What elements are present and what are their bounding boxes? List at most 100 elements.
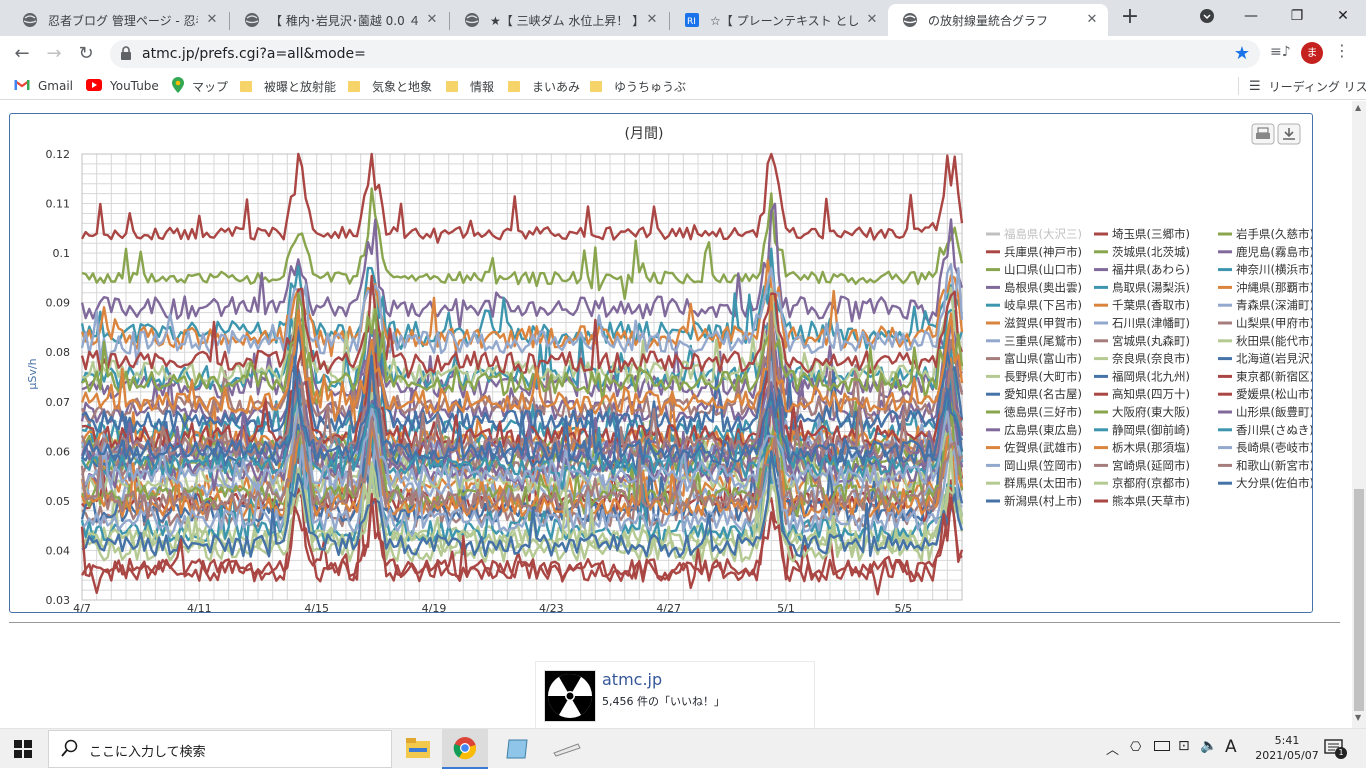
legend-item[interactable]: 千葉県(香取市) xyxy=(1112,298,1190,312)
legend-item[interactable]: 和歌山(新宮市) xyxy=(1236,458,1314,472)
close-tab-icon[interactable]: ✕ xyxy=(646,12,658,27)
browser-tab-5-active[interactable]: の放射線量統合グラフ ✕ xyxy=(888,4,1108,36)
notebook-app-icon[interactable] xyxy=(505,738,529,763)
file-explorer-icon[interactable] xyxy=(405,737,431,762)
legend-item[interactable]: 鳥取県(湯梨浜) xyxy=(1112,280,1190,294)
ime-indicator[interactable]: A xyxy=(1225,737,1237,757)
legend-item[interactable]: 北海道(岩見沢) xyxy=(1236,352,1314,366)
reload-button[interactable]: ↻ xyxy=(78,43,94,64)
close-tab-icon[interactable]: ✕ xyxy=(1086,12,1098,27)
legend-item[interactable]: 新潟県(村上市) xyxy=(1004,494,1082,508)
browser-tab-1[interactable]: 忍者ブログ 管理ページ - 忍者ツー ✕ xyxy=(8,4,228,36)
chrome-taskbar-icon[interactable] xyxy=(442,729,488,769)
network-icon[interactable]: ⊡ xyxy=(1178,738,1190,754)
legend-item[interactable]: 京都府(京都市) xyxy=(1112,476,1190,490)
legend-item[interactable]: 広島県(東広島) xyxy=(1004,423,1082,437)
media-control-icon[interactable]: ≡♪ xyxy=(1270,44,1291,60)
legend-item[interactable]: 長野県(大町市) xyxy=(1004,369,1082,383)
legend-item[interactable]: 埼玉県(三郷市) xyxy=(1112,227,1190,241)
menu-kebab-icon[interactable]: ⋮ xyxy=(1334,41,1350,60)
tab-search-button[interactable] xyxy=(1184,0,1230,32)
legend-item[interactable]: 石川県(津幡町) xyxy=(1112,316,1190,330)
minimize-button[interactable]: — xyxy=(1244,8,1258,24)
close-tab-icon[interactable]: ✕ xyxy=(426,12,438,27)
profile-avatar[interactable]: ま xyxy=(1301,42,1323,64)
legend-item[interactable]: 奈良県(奈良市) xyxy=(1112,352,1190,366)
close-tab-icon[interactable]: ✕ xyxy=(206,12,218,27)
legend-item[interactable]: 福島県(大沢三) xyxy=(1004,227,1082,241)
legend-item[interactable]: 宮城県(丸森町) xyxy=(1112,334,1190,348)
bookmark-star-icon[interactable]: ★ xyxy=(1233,43,1250,64)
download-button[interactable] xyxy=(1277,123,1301,145)
legend-item[interactable]: 岩手県(久慈市) xyxy=(1236,227,1314,241)
close-tab-icon[interactable]: ✕ xyxy=(866,12,878,27)
bookmark-maps[interactable]: マップ xyxy=(172,76,228,95)
taskbar-search-box[interactable]: ここに入力して検索 xyxy=(48,730,392,768)
legend-item[interactable]: 三重県(尾鷲市) xyxy=(1004,334,1082,348)
legend-item[interactable]: 静岡県(御前崎) xyxy=(1112,423,1190,437)
legend-item[interactable]: 山梨県(甲府市) xyxy=(1236,316,1314,330)
bookmark-folder-1[interactable]: 被曝と放射能 xyxy=(240,77,336,95)
lock-icon[interactable] xyxy=(120,46,132,63)
legend-item[interactable]: 岡山県(笠岡市) xyxy=(1004,458,1082,472)
legend-item[interactable]: 徳島県(三好市) xyxy=(1004,405,1082,419)
legend-item[interactable]: 佐賀県(武雄市) xyxy=(1004,441,1082,455)
legend-item[interactable]: 香川県(さぬき) xyxy=(1236,423,1314,437)
bookmark-youtube[interactable]: YouTube xyxy=(86,77,159,95)
new-tab-button[interactable]: + xyxy=(1120,4,1140,29)
reading-list-button[interactable]: ☰ リーディング リスト xyxy=(1238,77,1366,95)
legend-item[interactable]: 東京都(新宿区) xyxy=(1236,369,1314,383)
legend-item[interactable]: 福井県(あわら) xyxy=(1112,263,1190,277)
legend-item[interactable]: 愛知県(名古屋) xyxy=(1004,387,1082,401)
bookmark-folder-3[interactable]: 情報 xyxy=(446,77,494,95)
close-window-button[interactable]: ✕ xyxy=(1337,8,1349,24)
legend-item[interactable]: 茨城県(北茨城) xyxy=(1112,245,1190,259)
volume-icon[interactable]: 🔈 xyxy=(1200,738,1218,754)
pen-app-icon[interactable] xyxy=(552,741,582,760)
legend-item[interactable]: 愛媛県(松山市) xyxy=(1236,387,1314,401)
legend-item[interactable]: 群馬県(太田市) xyxy=(1004,476,1082,490)
scrollbar-thumb[interactable] xyxy=(1354,489,1364,711)
legend-item[interactable]: 富山県(富山市) xyxy=(1004,352,1082,366)
legend-item[interactable]: 栃木県(那須塩) xyxy=(1112,441,1190,455)
legend-item[interactable]: 青森県(深浦町) xyxy=(1236,298,1314,312)
tray-chevron-up-icon[interactable]: ︿ xyxy=(1106,743,1120,758)
legend-item[interactable]: 秋田県(能代市) xyxy=(1236,334,1314,348)
address-bar[interactable]: atmc.jp/prefs.cgi?a=all&mode= ★ xyxy=(110,40,1260,68)
legend-item[interactable]: 福岡県(北九州) xyxy=(1112,369,1190,383)
legend-item[interactable]: 沖縄県(那覇市) xyxy=(1236,280,1314,294)
legend-item[interactable]: 山形県(飯豊町) xyxy=(1236,405,1314,419)
bookmark-folder-5[interactable]: ゆうちゅうぶ xyxy=(590,77,686,95)
legend-item[interactable]: 兵庫県(神戸市) xyxy=(1004,245,1082,259)
bookmark-folder-2[interactable]: 気象と地象 xyxy=(348,77,432,95)
facebook-page-name[interactable]: atmc.jp xyxy=(602,670,663,689)
battery-icon[interactable] xyxy=(1154,741,1170,751)
legend-item[interactable]: 熊本県(天草市) xyxy=(1112,494,1190,508)
notification-center-icon[interactable]: 1 xyxy=(1324,738,1347,761)
windows-start-icon[interactable] xyxy=(14,740,32,761)
legend-item[interactable]: 大阪府(東大阪) xyxy=(1112,405,1190,419)
maximize-button[interactable]: ❐ xyxy=(1290,8,1304,24)
legend-item[interactable]: 滋賀県(甲賀市) xyxy=(1004,316,1082,330)
print-button[interactable] xyxy=(1251,123,1275,145)
bookmark-gmail[interactable]: Gmail xyxy=(14,77,73,95)
facebook-page-widget[interactable]: atmc.jp 5,456 件の「いいね！」 xyxy=(535,661,815,728)
legend-item[interactable]: 宮崎県(延岡市) xyxy=(1112,458,1190,472)
legend-item[interactable]: 鹿児島(霧島市) xyxy=(1236,245,1314,259)
bookmark-folder-4[interactable]: まいあみ xyxy=(508,77,580,95)
legend-item[interactable]: 長崎県(壱岐市) xyxy=(1236,441,1314,455)
legend-item[interactable]: 岐阜県(下呂市) xyxy=(1004,298,1082,312)
browser-tab-2[interactable]: 【 稚内･岩見沢･薗越 0.0 ４ ４ ✕ xyxy=(230,4,448,36)
browser-tab-4[interactable]: RI ☆【 プレーンテキスト として 貼りつ ✕ xyxy=(670,4,888,36)
scroll-down-arrow-icon[interactable]: ▼ xyxy=(1355,713,1362,722)
browser-tab-3[interactable]: ★【 三峡ダム 水位上昇！ 】★ ✕ xyxy=(450,4,668,36)
legend-item[interactable]: 神奈川(横浜市) xyxy=(1236,263,1314,277)
legend-item[interactable]: 大分県(佐伯市) xyxy=(1236,476,1314,490)
forward-button[interactable]: → xyxy=(46,43,62,64)
vertical-scrollbar[interactable]: ▲ ▼ xyxy=(1352,101,1366,728)
back-button[interactable]: ← xyxy=(14,43,30,64)
meet-now-icon[interactable]: ⎔ xyxy=(1130,740,1142,755)
legend-item[interactable]: 高知県(四万十) xyxy=(1112,387,1190,401)
clock[interactable]: 5:41 2021/05/07 xyxy=(1255,733,1319,763)
legend-item[interactable]: 島根県(奥出雲) xyxy=(1004,280,1082,294)
